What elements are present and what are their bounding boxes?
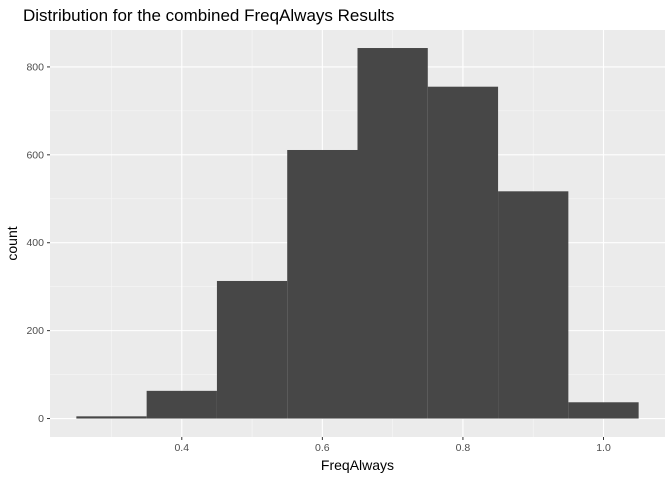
histogram-bar-4 xyxy=(287,149,358,419)
y-tick-label: 200 xyxy=(26,325,44,337)
histogram-bar-6 xyxy=(427,86,499,419)
x-tick-label: 0.6 xyxy=(315,442,330,454)
y-axis-title: count xyxy=(4,226,20,260)
histogram-bar-1 xyxy=(76,416,147,419)
histogram-bar-7 xyxy=(498,191,569,419)
x-axis-title: FreqAlways xyxy=(321,457,394,473)
x-tick-label: 0.4 xyxy=(174,442,189,454)
y-tick-label: 400 xyxy=(26,237,44,249)
x-tick-label: 1.0 xyxy=(596,442,611,454)
histogram-bars xyxy=(76,48,639,419)
y-tick-label: 0 xyxy=(38,413,44,425)
histogram-bar-8 xyxy=(568,402,639,419)
y-tick-label: 600 xyxy=(26,149,44,161)
x-axis: 0.4 0.6 0.8 1.0 xyxy=(174,437,611,454)
histogram-bar-5 xyxy=(357,48,428,419)
x-tick-label: 0.8 xyxy=(456,442,471,454)
y-axis: 0 200 400 600 800 xyxy=(26,61,50,425)
histogram-bar-2 xyxy=(146,390,217,419)
histogram-bar-3 xyxy=(216,280,288,419)
y-tick-label: 800 xyxy=(26,61,44,73)
chart-title: Distribution for the combined FreqAlways… xyxy=(23,6,394,25)
